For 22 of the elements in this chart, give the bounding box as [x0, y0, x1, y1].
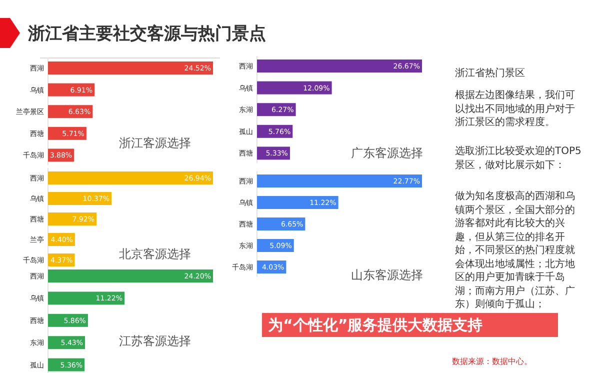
text: 北京客源选择 — [119, 247, 191, 261]
bar — [48, 212, 97, 226]
bar — [48, 62, 213, 74]
text: 山东客源选择 — [351, 268, 423, 282]
bar — [48, 172, 213, 184]
text: 江苏客源选择 — [119, 334, 191, 348]
bar — [257, 174, 422, 188]
source-note: 数据来源：数据中心。 — [452, 356, 532, 367]
text: 浙江客源选择 — [119, 136, 191, 150]
text: 浙江省主要社交客源与热门景点 — [28, 23, 266, 45]
text: 为“个性化”服务提供大数据支持 — [262, 313, 558, 337]
bar — [257, 196, 338, 209]
bar — [48, 270, 213, 282]
bar — [48, 292, 124, 305]
bar — [257, 81, 332, 94]
bar — [48, 192, 112, 205]
text: 做为知名度极高的西湖和乌镇两个景区，全国大部分的游客都对此有比较大的兴趣，但从第三位的排名开始，不同景区的热门程度就会体现出地域属性；北方地区的用户更加青睐于千岛湖；而南方用户（江苏、广东）则倾向于孤山； — [455, 191, 575, 310]
text: 广东客源选择 — [351, 146, 423, 160]
text: 根据左边图像结果，我们可以找出不同地域的用户对于浙江景区的需求程度。 — [455, 89, 576, 130]
text: 选取浙江比较受欢迎的TOP5景区，做对比展示如下： — [455, 145, 582, 172]
bar — [257, 60, 422, 72]
text: 浙江省热门景区 — [455, 66, 525, 80]
